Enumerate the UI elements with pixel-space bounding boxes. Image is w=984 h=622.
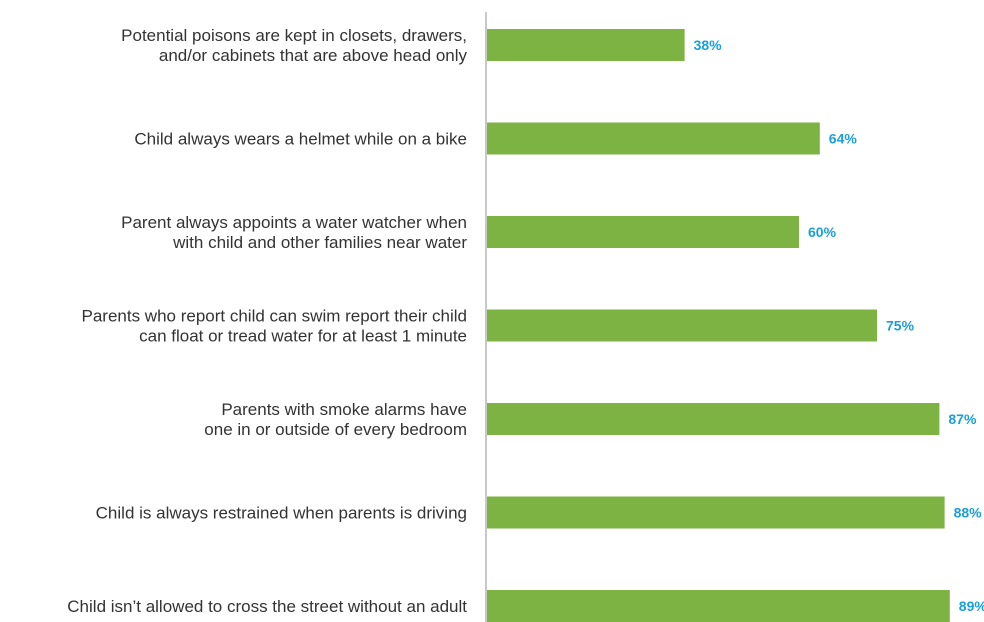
category-label-line: Parent always appoints a water watcher w… (121, 213, 467, 232)
category-label-3: Parents who report child can swim report… (82, 307, 468, 346)
value-label-4: 87% (948, 411, 977, 427)
category-label-line: one in or outside of every bedroom (204, 420, 467, 439)
bar-1 (487, 122, 820, 155)
category-label-line: Child is always restrained when parents … (96, 504, 467, 523)
category-label-4: Parents with smoke alarms have one in or … (204, 400, 467, 439)
bar-2 (487, 216, 799, 248)
category-label-line: Potential poisons are kept in closets, d… (121, 26, 467, 45)
category-label-line: with child and other families near water (172, 233, 467, 252)
category-label-6: Child isn’t allowed to cross the street … (67, 597, 467, 616)
value-label-5: 88% (954, 505, 983, 521)
bar-4 (487, 403, 940, 435)
bar-0 (487, 29, 685, 61)
value-label-6: 89% (959, 598, 984, 614)
category-label-5: Child is always restrained when parents … (96, 504, 467, 523)
category-label-line: Parents with smoke alarms have (221, 400, 467, 419)
value-label-2: 60% (808, 224, 837, 240)
value-label-1: 64% (829, 131, 858, 147)
value-label-3: 75% (886, 318, 915, 334)
category-label-line: Child always wears a helmet while on a b… (134, 130, 467, 149)
category-label-line: and/or cabinets that are above head only (159, 46, 468, 65)
value-label-0: 38% (694, 37, 723, 53)
bar-6 (487, 590, 950, 622)
category-label-line: Child isn’t allowed to cross the street … (67, 597, 467, 616)
category-label-1: Child always wears a helmet while on a b… (134, 130, 467, 149)
category-label-2: Parent always appoints a water watcher w… (121, 213, 467, 252)
category-label-0: Potential poisons are kept in closets, d… (121, 26, 467, 65)
category-label-line: Parents who report child can swim report… (82, 307, 468, 326)
category-labels-layer: Potential poisons are kept in closets, d… (67, 26, 467, 616)
value-labels-layer: 38% 64% 60% 75% 87% 88% 89% (694, 37, 984, 614)
category-label-line: can float or tread water for at least 1 … (139, 327, 467, 346)
bars-layer (487, 29, 950, 622)
bar-5 (487, 496, 945, 529)
bar-3 (487, 309, 877, 342)
